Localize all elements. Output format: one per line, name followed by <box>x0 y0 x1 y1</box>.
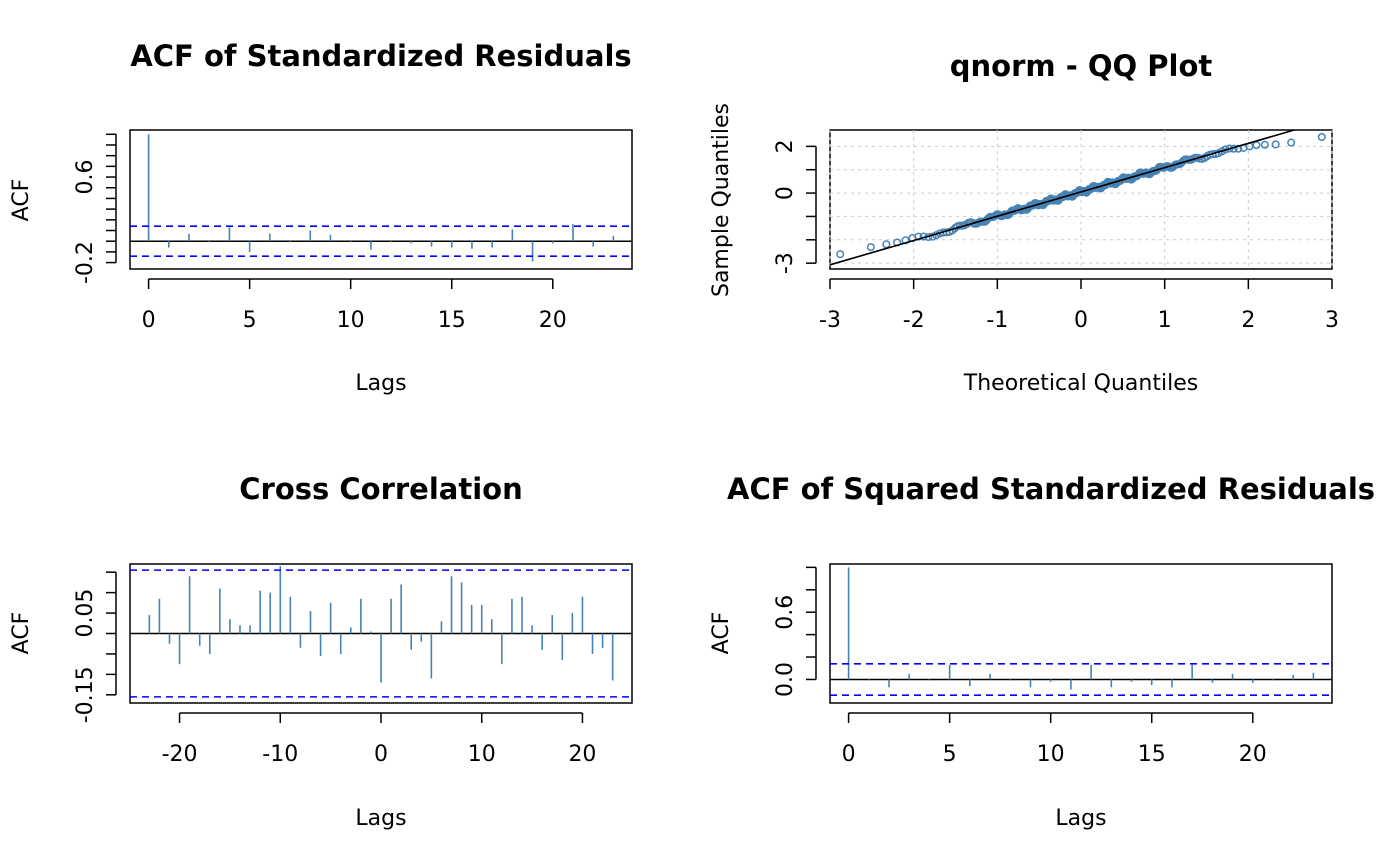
y-tick-label: 0.6 <box>73 160 98 195</box>
chart-title: Cross Correlation <box>239 472 523 506</box>
x-tick-label: 20 <box>568 742 596 767</box>
x-tick-label: 0 <box>1074 308 1088 333</box>
x-tick-label: 0 <box>142 308 156 333</box>
qq-point <box>1271 140 1280 149</box>
qq-point <box>1260 140 1269 149</box>
x-tick-label: 20 <box>539 308 567 333</box>
x-tick-label: 15 <box>1138 742 1166 767</box>
y-tick-label: -0.2 <box>73 241 98 284</box>
x-axis-label: Theoretical Quantiles <box>963 371 1198 396</box>
x-tick-label: -1 <box>986 308 1008 333</box>
x-tick-label: 1 <box>1158 308 1172 333</box>
y-axis-label: ACF <box>9 179 34 222</box>
x-tick-label: 15 <box>438 308 466 333</box>
x-tick-label: 2 <box>1241 308 1255 333</box>
plot-frame <box>129 129 633 270</box>
qq-point <box>1287 138 1296 147</box>
x-axis-label: Lags <box>1055 806 1106 831</box>
chart-title: qnorm - QQ Plot <box>950 49 1213 83</box>
qq-point <box>1252 141 1261 150</box>
x-tick-label: -20 <box>162 742 198 767</box>
x-tick-label: 0 <box>374 742 388 767</box>
x-axis-label: Lags <box>355 371 406 396</box>
chart-title: ACF of Squared Standardized Residuals <box>727 472 1375 506</box>
cross-correlation-panel: Cross Correlation Lags ACF -20 -10 0 10 20 -0… <box>9 472 633 831</box>
x-tick-label: -3 <box>819 308 841 333</box>
y-tick-label: 0 <box>773 186 798 200</box>
x-tick-label: 20 <box>1239 742 1267 767</box>
x-tick-label: 3 <box>1325 308 1339 333</box>
qq-reference-line <box>829 129 1295 266</box>
x-tick-label: 5 <box>943 742 957 767</box>
y-axis-label: ACF <box>709 612 734 655</box>
y-tick-label: -3 <box>773 252 798 274</box>
y-tick-label: -0.15 <box>73 666 98 723</box>
x-tick-label: 5 <box>243 308 257 333</box>
qq-point <box>866 243 875 252</box>
acf-std-residuals-panel: ACF of Standardized Residuals Lags ACF 0… <box>9 39 633 396</box>
y-tick-label: 2 <box>773 139 798 153</box>
y-tick-label: 0.0 <box>773 662 798 697</box>
x-tick-label: 10 <box>1037 742 1065 767</box>
acf-squared-residuals-panel: ACF of Squared Standardized Residuals La… <box>709 472 1375 831</box>
y-tick-label: 0.6 <box>773 595 798 630</box>
y-tick-label: 0.05 <box>73 589 98 638</box>
x-axis-label: Lags <box>355 806 406 831</box>
x-tick-label: -2 <box>903 308 925 333</box>
y-axis-label: ACF <box>9 612 34 655</box>
x-tick-label: -10 <box>262 742 298 767</box>
x-tick-label: 0 <box>842 742 856 767</box>
x-tick-label: 10 <box>468 742 496 767</box>
y-axis-label: Sample Quantiles <box>709 103 734 297</box>
qq-point <box>1317 132 1326 142</box>
qq-point <box>882 240 891 249</box>
qq-plot-panel: qnorm - QQ Plot Theoretical Quantiles Sa… <box>709 49 1339 396</box>
plot-frame <box>829 129 1333 270</box>
x-tick-label: 10 <box>337 308 365 333</box>
chart-title: ACF of Standardized Residuals <box>130 39 631 73</box>
plot-frame <box>829 563 1333 704</box>
qq-point <box>836 250 845 259</box>
